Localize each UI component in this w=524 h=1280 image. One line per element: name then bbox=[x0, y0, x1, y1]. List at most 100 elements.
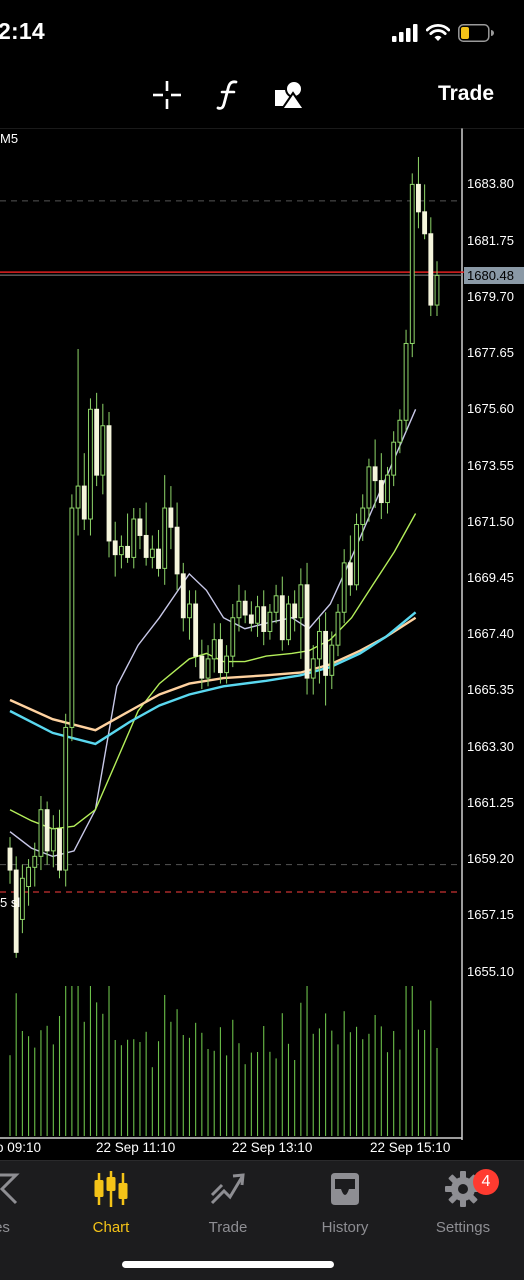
status-bar: 2:14 bbox=[0, 0, 524, 62]
candle-body bbox=[44, 809, 50, 852]
timeframe-label: M5 bbox=[0, 131, 19, 146]
price-axis: 1683.80 1681.75 1679.70 1677.65 1675.60 1673.… bbox=[462, 128, 524, 1138]
quotes-icon bbox=[0, 1173, 20, 1205]
indicators-function-icon[interactable] bbox=[212, 78, 246, 112]
candle-body bbox=[94, 408, 100, 476]
candle-body bbox=[255, 606, 260, 624]
candle-body bbox=[286, 603, 291, 641]
history-inbox-icon bbox=[331, 1173, 359, 1205]
moving-average-line bbox=[9, 611, 417, 746]
candle-body bbox=[317, 630, 322, 660]
candle-body bbox=[378, 480, 384, 504]
candle-body bbox=[304, 584, 310, 679]
candle-body bbox=[7, 847, 13, 871]
tab-trade[interactable]: Trade bbox=[178, 1169, 278, 1236]
wifi-icon bbox=[426, 24, 450, 41]
chart-canvas[interactable] bbox=[0, 128, 524, 1160]
price-tick-label: 1677.65 bbox=[467, 345, 514, 361]
candle-body bbox=[347, 562, 353, 586]
crosshair-icon[interactable] bbox=[150, 78, 184, 112]
tab-label: es bbox=[0, 1219, 10, 1236]
tab-history[interactable]: History bbox=[295, 1169, 395, 1236]
candle-body bbox=[125, 545, 130, 558]
trade-button[interactable]: Trade bbox=[437, 82, 494, 105]
notification-badge: 4 bbox=[473, 1169, 499, 1195]
candle-body bbox=[273, 595, 279, 613]
candle-body bbox=[205, 658, 211, 679]
price-tick-label: 1663.30 bbox=[467, 738, 514, 754]
candle-body bbox=[341, 562, 347, 613]
tab-label: Chart bbox=[92, 1219, 130, 1236]
candlestick-chart-icon bbox=[94, 1171, 128, 1207]
home-indicator bbox=[122, 1261, 334, 1268]
candle-body bbox=[292, 603, 298, 619]
candle-body bbox=[298, 584, 304, 619]
battery-icon bbox=[458, 24, 494, 42]
candle-body bbox=[69, 507, 75, 728]
candle-body bbox=[397, 419, 403, 443]
candle-body bbox=[428, 233, 434, 306]
candle-body bbox=[335, 611, 341, 646]
price-tick-label: 1679.70 bbox=[467, 288, 514, 304]
candle-body bbox=[248, 614, 254, 624]
candle-body bbox=[75, 485, 81, 509]
candle-body bbox=[267, 611, 273, 632]
candle-body bbox=[409, 183, 415, 344]
chart-toolbar: Trade bbox=[0, 62, 524, 128]
tab-chart[interactable]: Chart bbox=[61, 1169, 161, 1236]
price-tick-label: 1667.40 bbox=[467, 626, 514, 642]
trade-icon bbox=[210, 1173, 245, 1205]
price-tick-label: 1669.45 bbox=[467, 569, 514, 585]
candle-body bbox=[242, 600, 248, 616]
stop-loss-label: 5 sl bbox=[0, 895, 21, 910]
tab-label: Trade bbox=[208, 1219, 248, 1236]
time-tick-label: 22 Sep 13:10 bbox=[232, 1140, 313, 1155]
price-tick-label: 1659.20 bbox=[467, 851, 514, 867]
candle-body bbox=[156, 548, 161, 569]
status-icons bbox=[392, 22, 494, 44]
candle-body bbox=[88, 408, 93, 520]
candle-body bbox=[118, 545, 124, 556]
candle-body bbox=[168, 507, 174, 528]
moving-average-line bbox=[9, 616, 417, 732]
candle-body bbox=[149, 548, 155, 558]
candle-body bbox=[50, 828, 56, 852]
candle-body bbox=[32, 855, 38, 868]
cellular-signal-icon bbox=[392, 24, 418, 42]
candle-body bbox=[217, 639, 223, 674]
candle-body bbox=[131, 518, 137, 558]
candle-body bbox=[174, 526, 180, 575]
time-tick-label: o 09:10 bbox=[0, 1140, 42, 1155]
price-tick-label: 1683.80 bbox=[467, 176, 514, 192]
price-tick-label: 1675.60 bbox=[467, 401, 514, 417]
tab-settings[interactable]: Settings 4 bbox=[413, 1169, 513, 1236]
tab-quotes[interactable]: es bbox=[0, 1169, 52, 1236]
candle-body bbox=[354, 523, 359, 586]
candle-body bbox=[106, 425, 112, 542]
candle-body bbox=[261, 606, 267, 632]
candle-body bbox=[100, 425, 106, 476]
candle-body bbox=[416, 183, 421, 213]
candle-body bbox=[279, 595, 285, 641]
candle-body bbox=[57, 828, 62, 871]
candle-body bbox=[19, 877, 25, 920]
tab-label: Settings bbox=[435, 1219, 491, 1236]
candle-body bbox=[137, 518, 143, 536]
objects-shapes-icon[interactable] bbox=[272, 78, 306, 112]
bottom-tab-bar: es Chart Trade History bbox=[0, 1160, 524, 1280]
time-tick-label: 22 Sep 11:10 bbox=[96, 1140, 176, 1155]
candle-body bbox=[230, 617, 236, 657]
candle-body bbox=[422, 211, 428, 235]
current-price-label: 1680.48 bbox=[464, 267, 524, 285]
status-time: 2:14 bbox=[0, 18, 45, 44]
candle-body bbox=[112, 540, 118, 556]
candle-body bbox=[329, 644, 335, 676]
price-chart[interactable]: M5 5 sl 1683.80 1681.75 1679.70 1677.65 1675… bbox=[0, 128, 524, 1160]
candle-body bbox=[81, 485, 87, 520]
candle-body bbox=[434, 274, 440, 306]
candle-body bbox=[26, 866, 31, 888]
candle-body bbox=[38, 809, 44, 857]
candle-body bbox=[180, 573, 186, 619]
candle-body bbox=[63, 726, 69, 871]
candle-body bbox=[372, 466, 378, 482]
